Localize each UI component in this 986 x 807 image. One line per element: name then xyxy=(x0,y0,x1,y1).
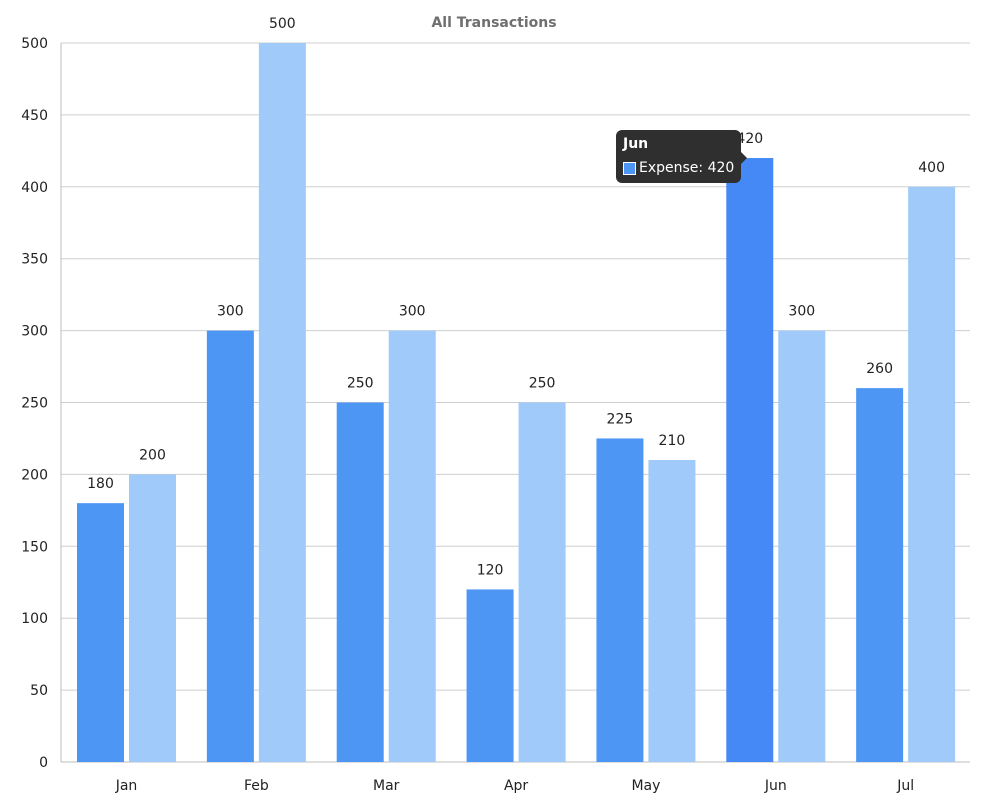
x-tick-label: Feb xyxy=(244,778,269,794)
data-label: 200 xyxy=(139,447,166,463)
data-labels: 180 200 300 500 250 300 120 250 225 210 420 300 260 4… xyxy=(87,16,945,578)
data-label: 260 xyxy=(866,361,893,377)
tooltip-value: Expense: 420 xyxy=(639,160,735,176)
data-label: 210 xyxy=(659,433,686,449)
y-tick-label: 450 xyxy=(21,108,48,124)
data-label: 300 xyxy=(217,304,244,320)
y-tick-label: 250 xyxy=(21,396,48,412)
data-label: 300 xyxy=(399,304,426,320)
chart-tooltip: Jun Expense: 420 xyxy=(616,130,748,183)
bar-feb-s2[interactable] xyxy=(258,43,306,762)
tooltip-title: Jun xyxy=(623,136,649,152)
data-label: 300 xyxy=(788,304,815,320)
chart-title: All Transactions xyxy=(431,15,556,31)
data-label: 250 xyxy=(529,376,556,392)
y-tick-label: 0 xyxy=(39,755,48,771)
x-tick-label: Apr xyxy=(504,778,528,794)
x-axis-ticks: Jan Feb Mar Apr May Jun Jul xyxy=(115,778,914,794)
y-axis-ticks: 0 50 100 150 200 250 300 350 400 450 500 xyxy=(21,36,48,771)
y-tick-label: 100 xyxy=(21,611,48,627)
bar-jul-s1[interactable] xyxy=(856,388,904,762)
y-tick-label: 50 xyxy=(30,683,48,699)
data-label: 500 xyxy=(269,16,296,32)
x-tick-label: Mar xyxy=(373,778,400,794)
bars xyxy=(77,43,956,763)
x-tick-label: Jul xyxy=(896,778,914,794)
y-tick-label: 150 xyxy=(21,539,48,555)
bar-apr-s1[interactable] xyxy=(466,589,514,762)
y-tick-label: 200 xyxy=(21,467,48,483)
y-tick-label: 300 xyxy=(21,324,48,340)
bar-apr-s2[interactable] xyxy=(518,402,566,763)
data-label: 250 xyxy=(347,376,374,392)
x-tick-label: Jun xyxy=(764,778,787,794)
y-tick-label: 400 xyxy=(21,180,48,196)
y-tick-label: 500 xyxy=(21,36,48,52)
bar-jun-s2[interactable] xyxy=(778,330,826,762)
data-label: 180 xyxy=(87,476,114,492)
x-tick-label: Jan xyxy=(115,778,138,794)
bar-mar-s2[interactable] xyxy=(388,330,436,762)
data-label: 225 xyxy=(607,411,634,427)
bar-may-s1[interactable] xyxy=(596,438,644,762)
tooltip-arrow xyxy=(741,152,748,164)
bar-may-s2[interactable] xyxy=(648,460,696,762)
data-label: 420 xyxy=(736,131,763,147)
bar-jan-s2[interactable] xyxy=(129,474,176,762)
tooltip-series-swatch xyxy=(623,161,636,175)
data-label: 120 xyxy=(477,562,504,578)
bar-jul-s2[interactable] xyxy=(908,186,956,763)
bar-jun-s1[interactable] xyxy=(726,158,774,763)
bar-jan-s1[interactable] xyxy=(77,503,124,762)
tooltip-row: Expense: 420 xyxy=(623,160,734,176)
x-tick-label: May xyxy=(631,778,660,794)
bar-mar-s1[interactable] xyxy=(336,402,384,763)
bar-feb-s1[interactable] xyxy=(206,330,254,762)
y-tick-label: 350 xyxy=(21,252,48,268)
gridlines xyxy=(60,42,970,763)
data-label: 400 xyxy=(918,160,945,176)
